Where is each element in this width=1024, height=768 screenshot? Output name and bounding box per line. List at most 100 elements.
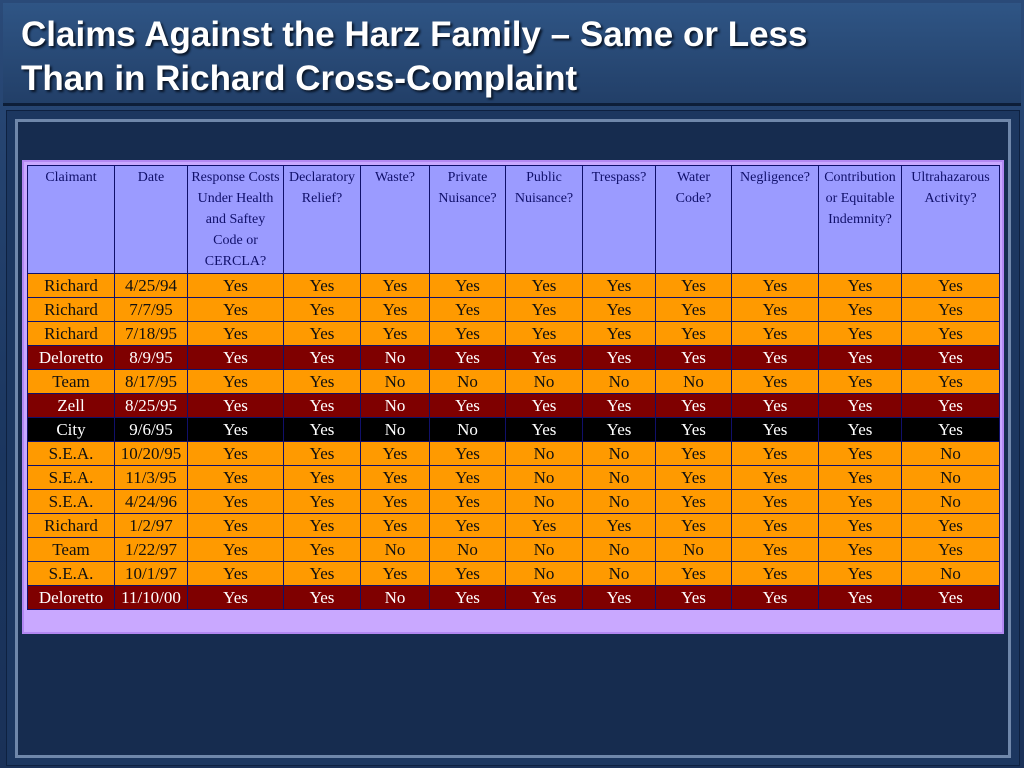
cell-private-nuisance: Yes — [429, 393, 506, 418]
cell-claimant: S.E.A. — [27, 489, 115, 514]
cell-ultrahazardous: No — [901, 465, 1000, 490]
cell-public-nuisance: No — [505, 489, 583, 514]
cell-waste: Yes — [360, 489, 430, 514]
cell-contribution: Yes — [818, 513, 902, 538]
cell-contribution: Yes — [818, 489, 902, 514]
cell-waste: No — [360, 393, 430, 418]
cell-waste: Yes — [360, 441, 430, 466]
header-private-nuisance: Private Nuisance? — [429, 165, 506, 274]
table-row: S.E.A. 11/3/95 Yes Yes Yes Yes No No Yes Yes Yes No — [27, 465, 1000, 490]
cell-contribution: Yes — [818, 273, 902, 298]
header-ultrahazardous: Ultrahazarous Activity? — [901, 165, 1000, 274]
cell-negligence: Yes — [731, 489, 819, 514]
cell-trespass: No — [582, 465, 656, 490]
cell-ultrahazardous: Yes — [901, 585, 1000, 610]
table-row: Team 1/22/97 Yes Yes No No No No No Yes Yes Yes — [27, 537, 1000, 562]
cell-waste: No — [360, 585, 430, 610]
cell-response-costs: Yes — [187, 465, 284, 490]
cell-trespass: Yes — [582, 321, 656, 346]
cell-claimant: S.E.A. — [27, 441, 115, 466]
cell-date: 8/25/95 — [114, 393, 188, 418]
claims-table: Claimant Date Response Costs Under Healt… — [27, 165, 1000, 610]
header-trespass: Trespass? — [582, 165, 656, 274]
cell-private-nuisance: Yes — [429, 465, 506, 490]
cell-declaratory-relief: Yes — [283, 465, 361, 490]
cell-private-nuisance: Yes — [429, 489, 506, 514]
cell-response-costs: Yes — [187, 345, 284, 370]
cell-date: 10/1/97 — [114, 561, 188, 586]
cell-public-nuisance: Yes — [505, 345, 583, 370]
cell-response-costs: Yes — [187, 441, 284, 466]
cell-trespass: Yes — [582, 393, 656, 418]
cell-ultrahazardous: No — [901, 489, 1000, 514]
cell-trespass: No — [582, 441, 656, 466]
cell-water-code: Yes — [655, 561, 732, 586]
cell-declaratory-relief: Yes — [283, 417, 361, 442]
cell-declaratory-relief: Yes — [283, 561, 361, 586]
claims-table-body: Richard 4/25/94 Yes Yes Yes Yes Yes Yes Yes Yes Ye… — [27, 273, 1000, 610]
cell-response-costs: Yes — [187, 321, 284, 346]
cell-waste: Yes — [360, 465, 430, 490]
cell-water-code: Yes — [655, 321, 732, 346]
table-row: Deloretto 8/9/95 Yes Yes No Yes Yes Yes Yes Yes Ye… — [27, 345, 1000, 370]
cell-water-code: Yes — [655, 393, 732, 418]
cell-date: 11/10/00 — [114, 585, 188, 610]
cell-contribution: Yes — [818, 585, 902, 610]
header-water-code: Water Code? — [655, 165, 732, 274]
cell-contribution: Yes — [818, 417, 902, 442]
cell-public-nuisance: Yes — [505, 393, 583, 418]
header-negligence: Negligence? — [731, 165, 819, 274]
cell-date: 7/7/95 — [114, 297, 188, 322]
slide-title-line-2: Than in Richard Cross-Complaint — [21, 59, 578, 98]
cell-claimant: Team — [27, 369, 115, 394]
header-waste: Waste? — [360, 165, 430, 274]
table-header-row: Claimant Date Response Costs Under Healt… — [27, 165, 1000, 274]
table-row: S.E.A. 10/1/97 Yes Yes Yes Yes No No Yes Yes Yes No — [27, 561, 1000, 586]
cell-negligence: Yes — [731, 585, 819, 610]
cell-negligence: Yes — [731, 345, 819, 370]
cell-ultrahazardous: Yes — [901, 513, 1000, 538]
table-row: S.E.A. 4/24/96 Yes Yes Yes Yes No No Yes Yes Yes No — [27, 489, 1000, 514]
cell-negligence: Yes — [731, 441, 819, 466]
cell-date: 8/17/95 — [114, 369, 188, 394]
cell-ultrahazardous: No — [901, 441, 1000, 466]
cell-negligence: Yes — [731, 297, 819, 322]
table-row: Richard 7/18/95 Yes Yes Yes Yes Yes Yes Yes Yes Ye… — [27, 321, 1000, 346]
cell-declaratory-relief: Yes — [283, 369, 361, 394]
cell-date: 4/25/94 — [114, 273, 188, 298]
cell-private-nuisance: Yes — [429, 441, 506, 466]
cell-public-nuisance: No — [505, 561, 583, 586]
table-row: S.E.A. 10/20/95 Yes Yes Yes Yes No No Yes Yes Yes N… — [27, 441, 1000, 466]
cell-trespass: Yes — [582, 273, 656, 298]
table-row: Richard 1/2/97 Yes Yes Yes Yes Yes Yes Yes Yes Yes… — [27, 513, 1000, 538]
cell-water-code: No — [655, 537, 732, 562]
cell-date: 10/20/95 — [114, 441, 188, 466]
cell-declaratory-relief: Yes — [283, 489, 361, 514]
cell-public-nuisance: No — [505, 465, 583, 490]
cell-claimant: Richard — [27, 297, 115, 322]
cell-ultrahazardous: Yes — [901, 369, 1000, 394]
cell-water-code: Yes — [655, 513, 732, 538]
cell-response-costs: Yes — [187, 489, 284, 514]
cell-public-nuisance: Yes — [505, 585, 583, 610]
cell-ultrahazardous: Yes — [901, 417, 1000, 442]
cell-response-costs: Yes — [187, 561, 284, 586]
cell-public-nuisance: Yes — [505, 321, 583, 346]
header-date: Date — [114, 165, 188, 274]
cell-date: 8/9/95 — [114, 345, 188, 370]
cell-water-code: Yes — [655, 489, 732, 514]
cell-response-costs: Yes — [187, 273, 284, 298]
cell-negligence: Yes — [731, 273, 819, 298]
cell-response-costs: Yes — [187, 369, 284, 394]
cell-contribution: Yes — [818, 561, 902, 586]
header-declaratory-relief: Declaratory Relief? — [283, 165, 361, 274]
cell-waste: No — [360, 417, 430, 442]
cell-trespass: No — [582, 537, 656, 562]
cell-ultrahazardous: Yes — [901, 393, 1000, 418]
cell-claimant: Richard — [27, 513, 115, 538]
cell-trespass: Yes — [582, 513, 656, 538]
cell-waste: Yes — [360, 273, 430, 298]
cell-response-costs: Yes — [187, 585, 284, 610]
cell-water-code: No — [655, 369, 732, 394]
